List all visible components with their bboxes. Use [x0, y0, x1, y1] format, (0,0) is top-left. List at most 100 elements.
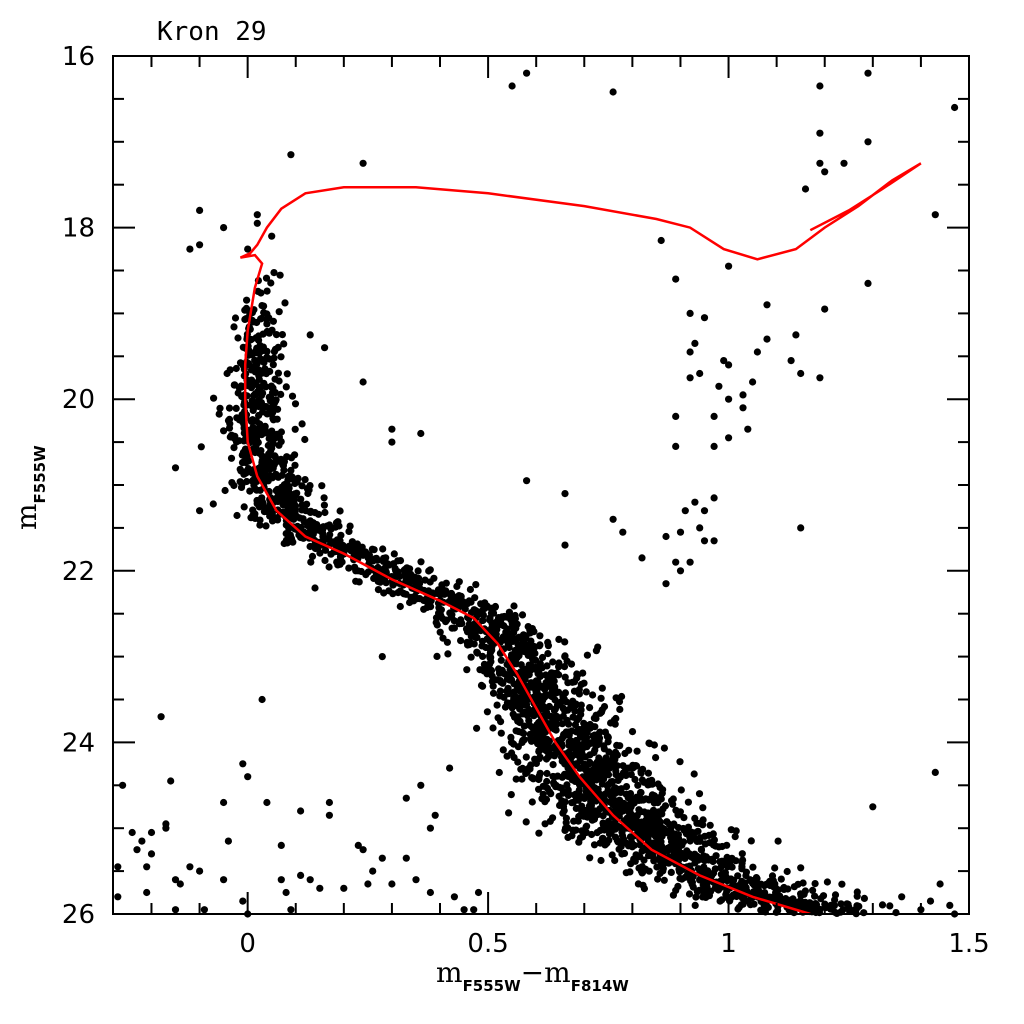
data-point — [499, 679, 507, 687]
data-point — [543, 769, 551, 778]
data-point — [432, 618, 440, 627]
isochrone-line — [239, 162, 922, 916]
data-point — [549, 761, 557, 769]
data-point — [632, 822, 640, 830]
data-point — [660, 876, 668, 884]
data-point — [186, 245, 194, 253]
data-point — [435, 609, 443, 617]
data-point — [588, 811, 596, 819]
data-point — [479, 652, 487, 661]
data-point — [241, 315, 249, 323]
data-point — [242, 458, 250, 466]
data-point — [801, 185, 810, 193]
x-axis-label-m1: m — [436, 956, 463, 989]
data-point — [591, 760, 600, 768]
data-point — [510, 713, 519, 721]
data-point — [196, 507, 204, 515]
data-point — [380, 589, 388, 597]
data-point — [210, 394, 218, 402]
data-point — [517, 765, 525, 773]
data-point — [555, 663, 563, 671]
data-point — [649, 806, 658, 814]
data-point — [612, 771, 620, 779]
data-point — [565, 731, 573, 739]
data-point — [599, 819, 607, 827]
data-point — [816, 82, 824, 90]
data-point — [394, 568, 402, 576]
data-point — [723, 853, 731, 862]
data-point — [645, 739, 653, 747]
data-point — [287, 512, 295, 521]
data-point — [244, 245, 252, 253]
data-point — [450, 624, 458, 632]
data-point — [580, 794, 589, 803]
data-point — [483, 708, 491, 716]
data-point — [370, 546, 378, 554]
data-point — [515, 704, 524, 712]
data-point — [671, 843, 679, 852]
data-point — [288, 392, 297, 400]
data-point — [561, 653, 569, 661]
data-point — [628, 728, 637, 736]
data-point — [542, 795, 551, 804]
data-point — [480, 660, 488, 669]
data-point — [235, 437, 243, 445]
data-point — [345, 564, 353, 572]
data-point — [263, 798, 271, 807]
data-point — [400, 590, 408, 598]
data-point — [522, 632, 530, 640]
data-point — [470, 906, 478, 914]
data-point — [797, 369, 805, 378]
data-point — [518, 775, 526, 783]
data-point — [401, 572, 409, 580]
data-point — [600, 742, 608, 750]
data-point — [479, 610, 487, 619]
data-point — [582, 688, 590, 696]
data-point — [864, 279, 872, 287]
data-point — [337, 531, 345, 539]
data-point — [580, 732, 588, 740]
data-point — [426, 824, 434, 832]
data-point — [526, 666, 534, 674]
data-point — [241, 306, 249, 314]
data-point — [544, 638, 552, 647]
data-point — [600, 793, 608, 802]
data-point — [685, 890, 694, 898]
data-point — [251, 366, 259, 375]
data-point — [298, 482, 306, 490]
data-point — [657, 236, 665, 245]
data-point — [627, 812, 635, 820]
x-axis-label-sub1: F555W — [463, 977, 522, 995]
data-point — [611, 761, 619, 770]
data-point — [576, 812, 584, 820]
data-point — [744, 425, 752, 433]
data-point — [352, 567, 360, 575]
data-point — [618, 832, 627, 840]
data-point — [536, 769, 544, 777]
data-point — [306, 331, 314, 339]
data-point — [564, 679, 572, 687]
data-point — [553, 701, 562, 709]
data-point — [662, 532, 670, 541]
data-point — [644, 769, 653, 777]
data-point — [402, 854, 410, 862]
data-point — [406, 565, 414, 573]
data-point — [597, 694, 605, 702]
data-point — [143, 888, 151, 897]
data-point — [650, 818, 658, 826]
data-point — [750, 900, 758, 908]
data-point — [699, 804, 707, 812]
data-point — [654, 875, 662, 883]
data-point — [691, 339, 699, 347]
data-point — [840, 159, 848, 167]
data-point — [652, 754, 660, 762]
data-point — [325, 563, 333, 571]
data-point — [549, 658, 557, 666]
data-point — [517, 661, 525, 669]
data-point — [277, 876, 285, 884]
data-point — [267, 460, 276, 468]
data-point — [516, 717, 524, 726]
data-point — [258, 695, 266, 704]
data-point — [311, 584, 319, 592]
data-point — [528, 798, 536, 806]
